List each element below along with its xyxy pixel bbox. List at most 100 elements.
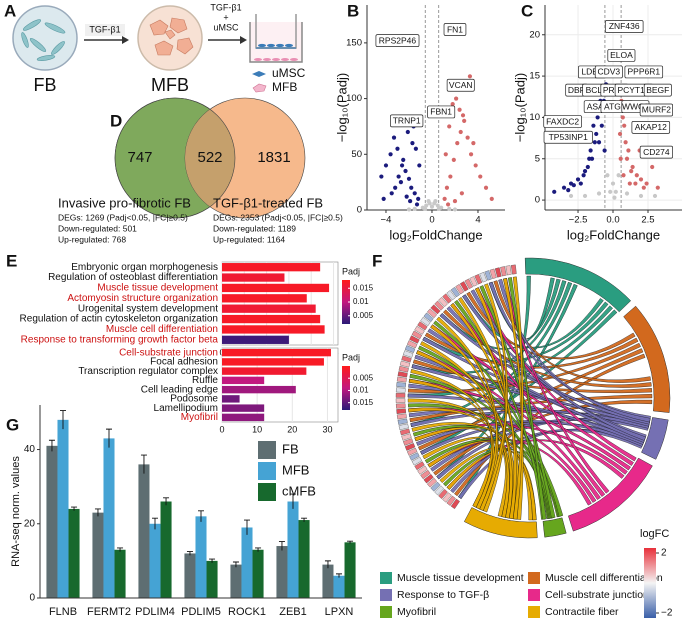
x-tick-label: FLNB: [49, 606, 77, 618]
gene-cell: [430, 304, 441, 315]
point: [412, 206, 417, 211]
term-arc: [568, 457, 653, 532]
point: [433, 198, 438, 204]
gene-cell: [446, 290, 456, 301]
chord: [430, 324, 634, 466]
point: [655, 185, 660, 190]
point: [592, 140, 597, 145]
point: [629, 169, 634, 174]
point: [618, 156, 623, 161]
point: [396, 174, 401, 179]
point: [630, 164, 635, 170]
legend-swatch: [258, 483, 276, 501]
term-label: Cell-substrate junction: [119, 347, 218, 358]
point: [605, 173, 610, 178]
point: [468, 152, 474, 157]
point: [409, 185, 414, 190]
point: [621, 173, 626, 178]
term-label: Cell leading edge: [141, 384, 219, 395]
gene-cell: [455, 283, 465, 295]
point: [489, 196, 494, 201]
chord: [410, 281, 573, 428]
gene-cell: [438, 296, 448, 308]
x-tick-label: ZEB1: [279, 606, 307, 618]
legend-label: MFB: [272, 80, 297, 94]
chord-diagram: [395, 257, 671, 539]
bar: [222, 263, 321, 272]
point: [429, 204, 435, 209]
legend-swatch: [380, 606, 392, 618]
gene-label: BCL9: [586, 85, 608, 95]
point: [473, 163, 478, 168]
venn-count: 747: [127, 149, 152, 166]
point: [585, 164, 590, 170]
point: [581, 173, 586, 178]
term-label: Muscle tissue development: [97, 283, 218, 294]
venn-set-line: Down-regulated: 501: [58, 223, 137, 233]
gene-cell: [414, 325, 425, 335]
term-label: Response to transforming growth factor b…: [21, 334, 219, 345]
panel-letter: A: [4, 1, 16, 20]
gene-label: ATG14: [604, 101, 631, 111]
error-bar: [163, 497, 170, 506]
label-box: [443, 23, 467, 36]
arrow-label: +: [223, 12, 228, 22]
term-label: Muscle cell differentiation: [106, 324, 218, 335]
label-box: [624, 65, 664, 79]
point: [389, 191, 394, 196]
point: [624, 156, 630, 161]
gene-cell: [484, 270, 492, 281]
point: [391, 135, 397, 140]
legend-swatch: [258, 462, 276, 480]
colorbar-tick-label: 2: [661, 548, 667, 559]
panel-letter: F: [372, 251, 382, 270]
point: [616, 173, 621, 178]
point: [452, 198, 458, 204]
gene-cell: [417, 465, 428, 475]
point: [452, 207, 458, 212]
legend-label: Muscle cell differentiation: [545, 572, 663, 584]
term-arc: [463, 507, 538, 539]
point: [450, 102, 455, 107]
x-tick-label: ROCK1: [228, 606, 266, 618]
label-box: [604, 20, 644, 33]
point: [448, 174, 453, 179]
gene-cell: [401, 355, 412, 363]
point: [575, 177, 581, 182]
bar: [222, 294, 307, 303]
point: [388, 152, 393, 157]
label-box: [631, 120, 671, 134]
y-tick-label: 5: [535, 153, 540, 164]
venn-set-title: Invasive pro-fibrotic FB: [58, 195, 191, 210]
term-label: Transcription regulator complex: [78, 366, 218, 377]
term-label: Podosome: [170, 394, 218, 405]
point: [582, 193, 588, 199]
point: [458, 129, 463, 135]
gene-label: DBP: [568, 85, 586, 95]
term-label: Embryonic organ morphogenesis: [71, 262, 218, 273]
panel-letter: C: [521, 1, 533, 20]
x-tick-label: 0.0: [606, 215, 619, 226]
chord: [418, 345, 564, 517]
error-bar: [278, 541, 285, 551]
point: [398, 180, 404, 185]
chord: [475, 287, 507, 513]
error-bar: [290, 493, 296, 509]
gene-cell: [401, 433, 412, 441]
chord: [479, 285, 556, 519]
gene-label: PPP6R1: [627, 67, 660, 77]
bar: [222, 395, 240, 403]
well: [249, 22, 303, 63]
gene-label: VCAN: [449, 80, 473, 90]
point: [379, 174, 384, 179]
y-axis-label: RNA-seq norm. values: [10, 456, 22, 567]
point: [641, 185, 646, 190]
point: [620, 115, 625, 120]
chord: [498, 279, 651, 423]
venn-set-line: DEGs: 2353 (Padj<0.05, |FC|≥0.5): [213, 212, 343, 222]
colorbar-title: Padj: [342, 266, 360, 276]
gene-cell: [396, 381, 407, 388]
error-bar: [48, 439, 55, 452]
legend-swatch: [380, 572, 392, 584]
dish-label: MFB: [151, 75, 189, 95]
